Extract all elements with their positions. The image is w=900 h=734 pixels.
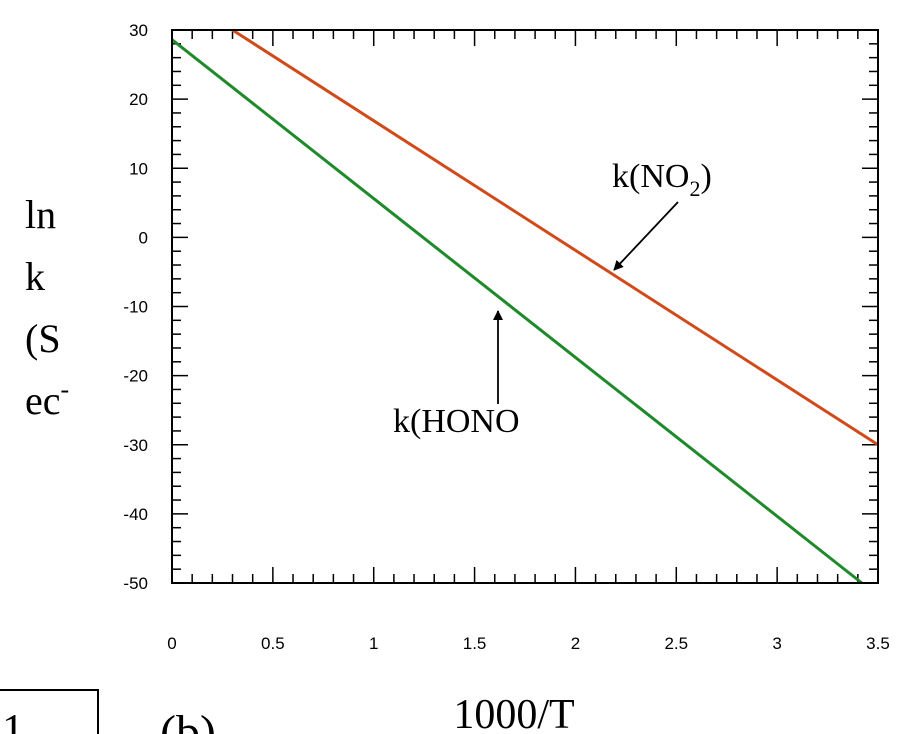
x-tick-label: 0 [167,634,176,653]
series-layer [171,28,879,585]
annotation-hono-label: k(HONO [393,403,520,440]
annotation-no2-label: k(NO2) [612,158,712,201]
x-tick-label: 3.5 [866,634,890,653]
y-tick-label: -50 [123,574,148,593]
y-tick-label: 20 [129,90,148,109]
axis-ticks [171,29,879,584]
series-line-no2 [231,28,879,447]
x-tick-label: 2.5 [664,634,688,653]
x-tick-label: 2 [571,634,580,653]
y-tick-label: 30 [129,21,148,40]
y-label-line-3: (S [25,316,61,361]
y-tick-label: 0 [139,228,148,247]
cropped-box-text: 1 [2,705,24,734]
y-tick-label: -30 [123,436,148,455]
y-axis-label: ln k (S ec- [25,192,69,423]
panel-label: (b) [160,706,216,734]
annotation-no2-arrow [613,201,679,271]
y-tick-label: -10 [123,298,148,317]
x-axis-label: 1000/T [453,692,574,734]
x-tick-label: 3 [772,634,781,653]
x-tick-label: 0.5 [261,634,285,653]
y-label-line-4: ec- [25,375,69,423]
annotation-no2: k(NO2) [612,158,712,271]
y-label-line-1: ln [25,192,56,237]
x-tick-labels: 0 0.5 1 1.5 2 2.5 3 3.5 [167,634,890,653]
cropped-box [0,689,99,734]
x-tick-label: 1.5 [463,634,487,653]
y-label-line-2: k [25,254,45,299]
y-tick-label: -40 [123,505,148,524]
series-line-hono [171,38,863,585]
annotation-hono: k(HONO [393,310,520,440]
y-tick-labels: 30 20 10 0 -10 -20 -30 -40 -50 [123,21,148,593]
x-tick-label: 1 [369,634,378,653]
y-tick-label: 10 [129,159,148,178]
plot-frame [171,29,879,584]
y-tick-label: -20 [123,367,148,386]
